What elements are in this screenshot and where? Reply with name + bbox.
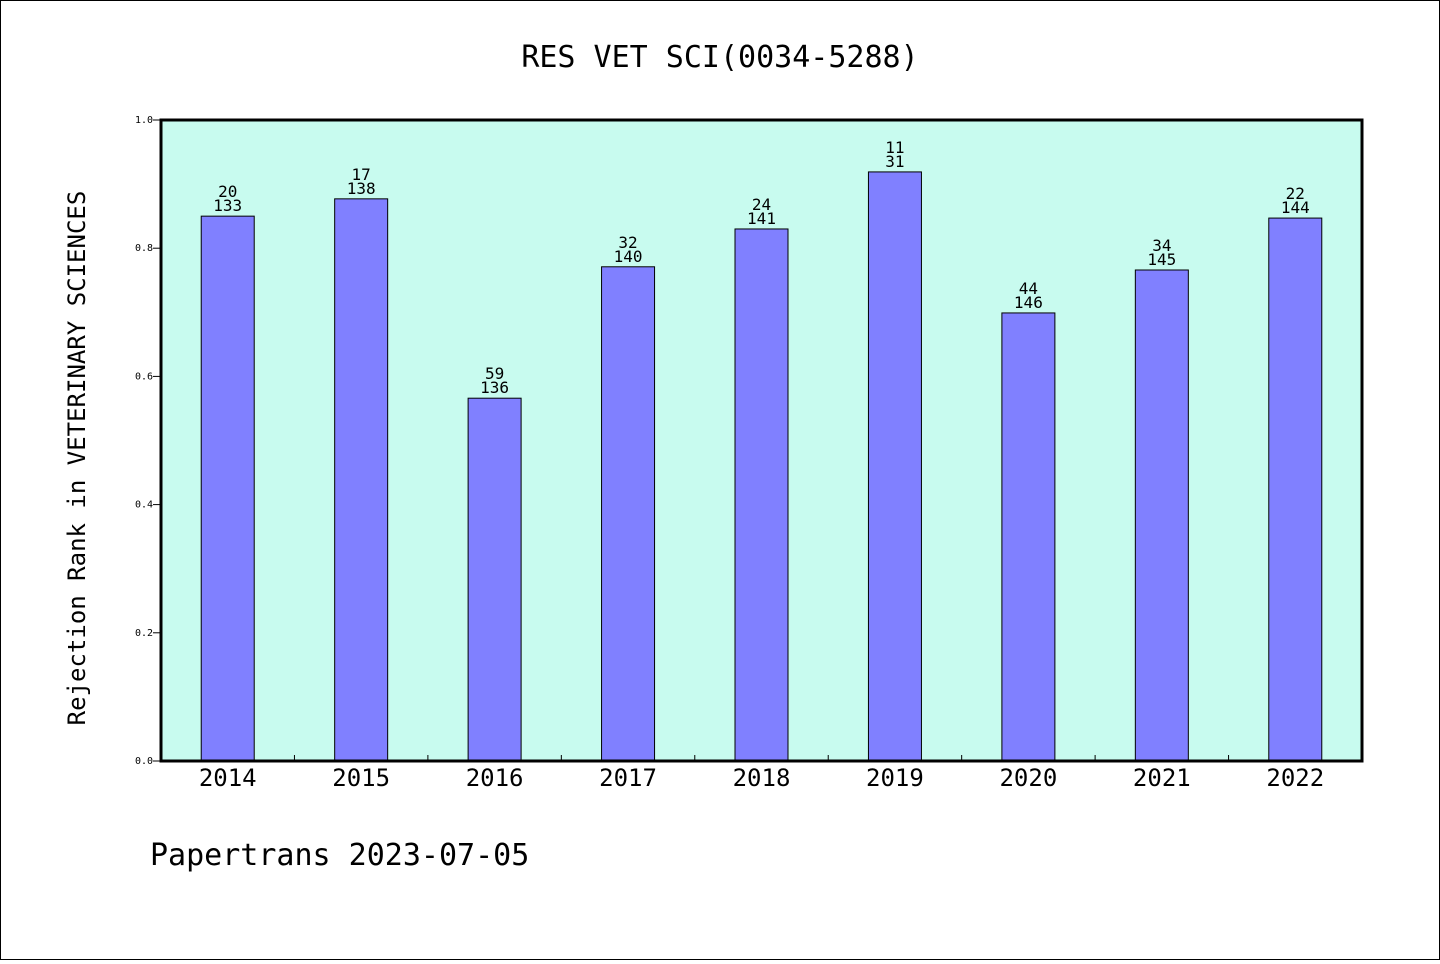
y-tick-label: 0.2 [135, 628, 153, 639]
bar-total-label: 146 [1014, 293, 1043, 312]
bar-rank-label: 34 [1152, 236, 1171, 255]
bar [200, 215, 255, 762]
x-tick-label: 2021 [1133, 764, 1191, 792]
x-tick-label: 2018 [733, 764, 791, 792]
bar-rank-label: 20 [218, 182, 237, 201]
bar-total-label: 140 [614, 247, 643, 266]
bar-rank-label: 44 [1019, 279, 1038, 298]
x-tick-label: 2015 [332, 764, 390, 792]
bar [734, 228, 789, 762]
bar-total-label: 133 [213, 196, 242, 215]
bar-rank-label: 11 [885, 138, 904, 157]
x-axis-ticks: 2014 2015 2016 2017 2018 2019 2020 2021 2022 [199, 755, 1324, 792]
x-tick-label: 2014 [199, 764, 257, 792]
y-tick-label: 0.4 [135, 500, 153, 511]
x-tick-label: 2016 [466, 764, 524, 792]
y-tick-label: 0.0 [135, 756, 153, 767]
bar-total-label: 144 [1281, 198, 1310, 217]
bar-total-label: 136 [480, 378, 509, 397]
y-tick-label: 0.6 [135, 371, 153, 382]
bar [467, 397, 522, 762]
footer-source-date: Papertrans 2023-07-05 [150, 838, 529, 873]
y-axis-label: Rejection Rank in VETERINARY SCIENCES [63, 191, 91, 726]
x-tick-label: 2019 [866, 764, 924, 792]
bar-rank-label: 17 [352, 165, 371, 184]
bar [1001, 312, 1056, 762]
x-tick-label: 2020 [999, 764, 1057, 792]
chart-title: RES VET SCI(0034-5288) [521, 40, 918, 75]
y-tick-label: 1.0 [135, 115, 153, 126]
bar-rank-label: 32 [618, 233, 637, 252]
y-axis-ticks: 0.0 0.2 0.4 0.6 0.8 1.0 [135, 115, 161, 767]
bar-rank-label: 59 [485, 364, 504, 383]
bar-total-label: 145 [1147, 250, 1176, 269]
bar-rank-label: 24 [752, 195, 771, 214]
x-tick-label: 2017 [599, 764, 657, 792]
y-tick-label: 0.8 [135, 243, 153, 254]
bar-total-label: 138 [347, 179, 376, 198]
bar [334, 198, 389, 762]
bar-total-label: 31 [885, 152, 904, 171]
bar-total-label: 141 [747, 209, 776, 228]
bar [867, 171, 922, 762]
plot-border [159, 118, 1364, 763]
bar [1134, 269, 1189, 762]
x-tick-label: 2022 [1266, 764, 1324, 792]
bar [601, 266, 656, 762]
bar-rank-label: 22 [1286, 184, 1305, 203]
bar [1268, 217, 1323, 762]
